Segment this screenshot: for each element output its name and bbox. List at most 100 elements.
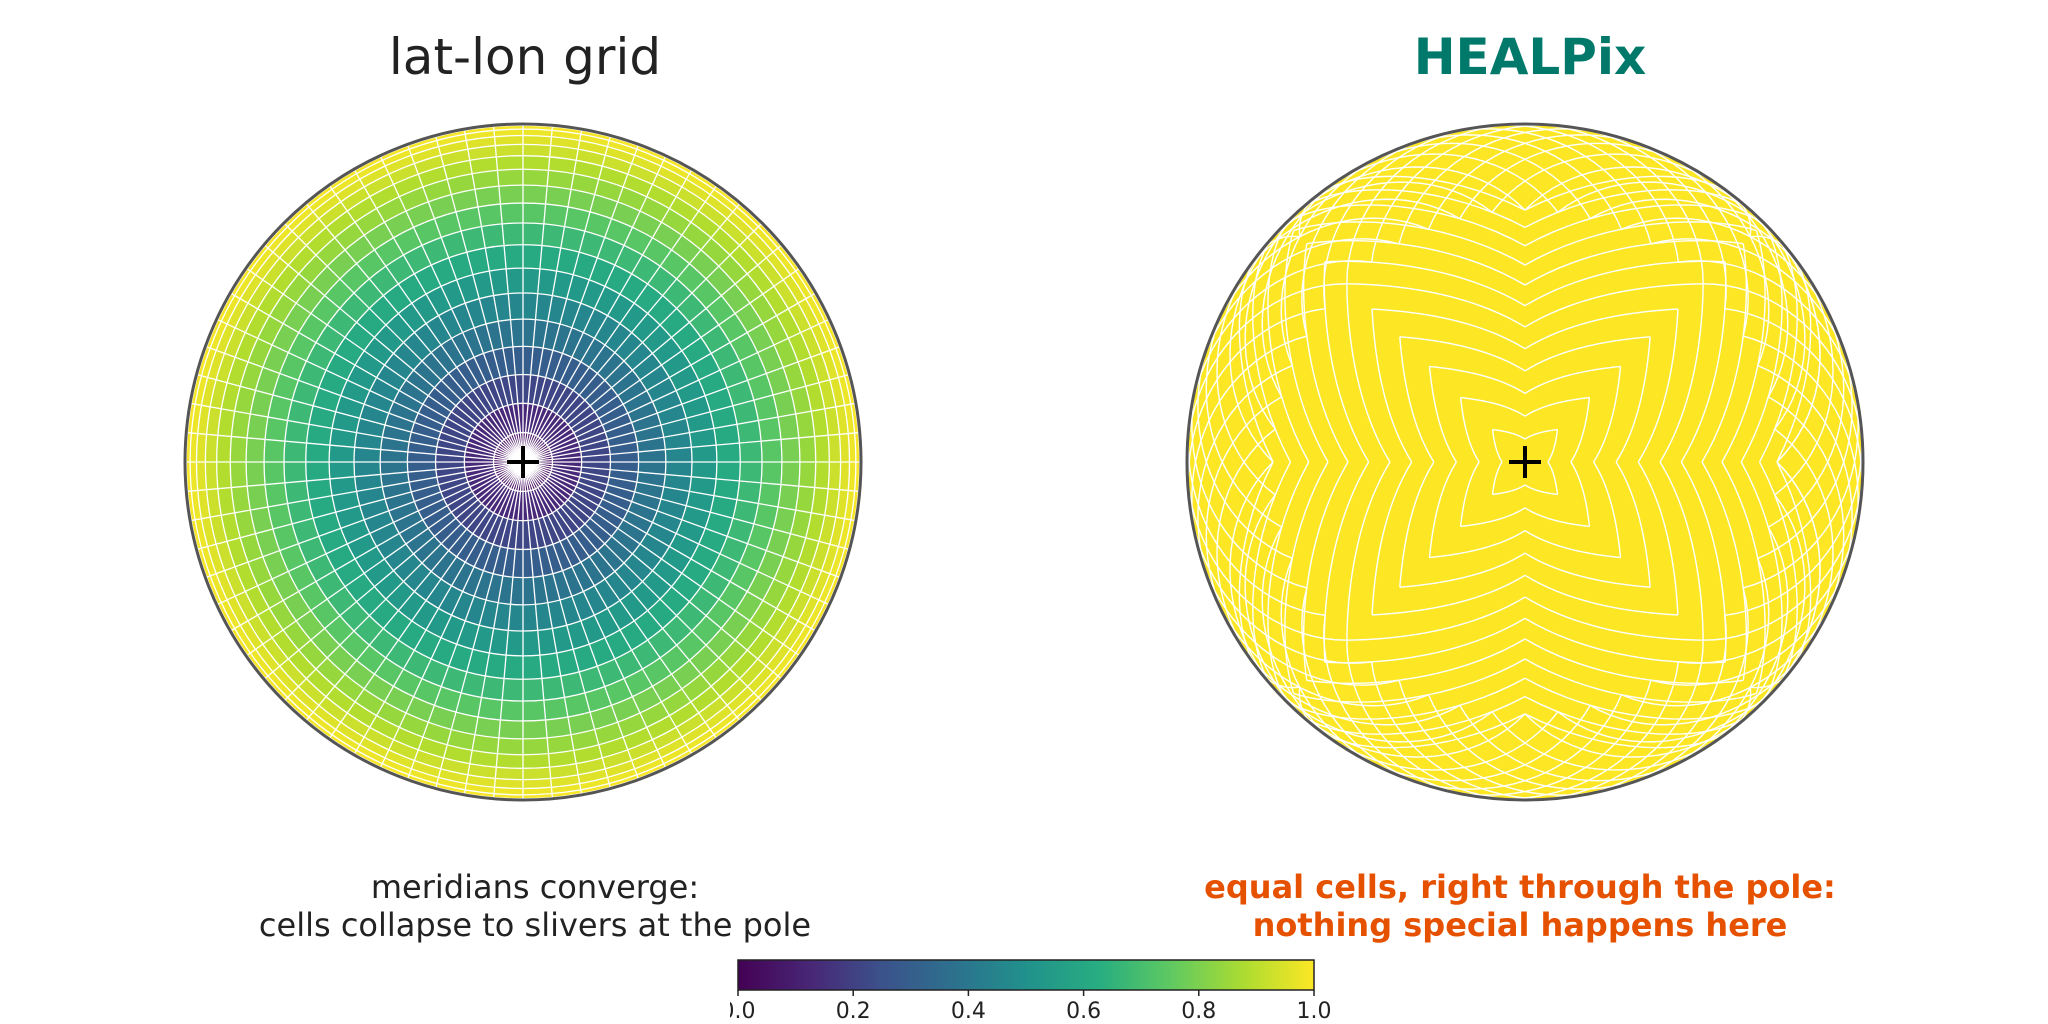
meridian-line bbox=[283, 461, 524, 702]
meridian-line bbox=[434, 135, 524, 463]
meridian-line bbox=[522, 129, 583, 463]
meridian-line bbox=[522, 318, 830, 463]
meridian-line bbox=[216, 318, 524, 463]
healpix-caption-line1: equal cells, right through the pole: bbox=[1204, 868, 1836, 906]
meridian-line bbox=[522, 461, 801, 657]
healpix-belt-edge bbox=[1261, 168, 1357, 398]
healpix-cell-edge bbox=[1371, 309, 1413, 463]
healpix-cell-edge bbox=[1524, 552, 1651, 588]
healpix-cell-edge bbox=[1593, 461, 1622, 558]
healpix-cell-edge bbox=[1524, 484, 1558, 496]
healpix-belt-edge bbox=[1569, 615, 1727, 798]
healpix-cell-edge bbox=[1492, 428, 1526, 440]
meridian-line bbox=[328, 184, 524, 463]
healpix-cell-edge bbox=[1721, 461, 1766, 694]
meridian-line bbox=[196, 373, 524, 463]
meridian-line bbox=[186, 461, 524, 493]
healpix-belt-edge bbox=[1318, 711, 1559, 771]
healpix-cell-edge bbox=[1740, 223, 1783, 463]
healpix-cell-edge bbox=[1429, 365, 1526, 394]
meridian-line bbox=[196, 461, 524, 551]
meridian-line bbox=[522, 461, 640, 780]
healpix-cell-edge bbox=[1547, 461, 1559, 495]
healpix-cell-edge bbox=[1298, 175, 1526, 237]
meridian-line bbox=[463, 461, 524, 795]
meridian-line bbox=[522, 125, 554, 463]
healpix-belt-edge bbox=[1763, 222, 1821, 463]
healpix-cell-edge bbox=[1524, 687, 1752, 749]
meridian-line bbox=[522, 461, 850, 551]
meridian-line bbox=[283, 222, 524, 463]
healpix-cell-edge bbox=[1286, 677, 1526, 720]
healpix-belt-edge bbox=[1654, 558, 1770, 775]
meridian-line bbox=[305, 461, 524, 722]
meridian-line bbox=[522, 461, 860, 493]
healpix-cell-edge bbox=[1284, 461, 1329, 694]
healpix-cell-edge bbox=[1293, 221, 1526, 266]
healpix-belt-edge bbox=[1774, 255, 1834, 496]
meridian-line bbox=[263, 461, 524, 680]
healpix-cell-edge bbox=[1284, 230, 1329, 463]
healpix-cell-edge bbox=[1372, 574, 1526, 616]
meridian-line bbox=[522, 135, 612, 463]
healpix-belt-edge bbox=[1398, 128, 1613, 245]
healpix-belt-edge bbox=[1189, 506, 1372, 664]
healpix-cell-edge bbox=[1750, 235, 1812, 463]
healpix-cell-edge bbox=[1524, 283, 1704, 328]
meridian-line bbox=[522, 292, 817, 463]
healpix-cell-edge bbox=[1459, 397, 1480, 463]
healpix-belt-edge bbox=[1187, 461, 1347, 641]
colorbar-tick-label: 1.0 bbox=[1297, 999, 1332, 1024]
healpix-cell-edge bbox=[1524, 658, 1757, 703]
lat-lon-title: lat-lon grid bbox=[388, 28, 662, 86]
healpix-cell-edge bbox=[1371, 461, 1413, 615]
healpix-cell-edge bbox=[1570, 461, 1591, 527]
meridian-line bbox=[522, 222, 763, 463]
meridian-line bbox=[522, 402, 856, 463]
healpix-cell-edge bbox=[1267, 461, 1310, 701]
meridian-line bbox=[190, 461, 524, 522]
healpix-cell-edge bbox=[1659, 283, 1704, 463]
healpix-cell-edge bbox=[1524, 204, 1764, 247]
meridian-line bbox=[522, 461, 612, 789]
healpix-cell-edge bbox=[1524, 308, 1678, 350]
healpix-cell-edge bbox=[1346, 461, 1391, 641]
healpix-belt-edge bbox=[1480, 661, 1680, 800]
healpix-cell-edge bbox=[1524, 396, 1590, 417]
meridian-line bbox=[492, 125, 524, 463]
healpix-belt-edge bbox=[1280, 149, 1396, 366]
healpix-cell-edge bbox=[1399, 336, 1435, 463]
plus-icon bbox=[1509, 446, 1541, 478]
healpix-cell-edge bbox=[1293, 658, 1526, 703]
healpix-belt-edge bbox=[1524, 166, 1765, 224]
healpix-cell-edge bbox=[1524, 507, 1590, 528]
healpix-outline bbox=[1185, 122, 1865, 802]
meridian-line bbox=[522, 461, 741, 722]
healpix-belt-edge bbox=[1491, 153, 1732, 213]
meridian-line bbox=[463, 129, 524, 463]
healpix-belt-edge bbox=[1285, 700, 1526, 758]
colorbar-tick-label: 0.6 bbox=[1066, 999, 1101, 1024]
healpix-cell-edge bbox=[1637, 461, 1679, 615]
healpix-belt-edge bbox=[1427, 134, 1655, 230]
healpix-belt-edge bbox=[1256, 667, 1493, 743]
meridian-line bbox=[205, 461, 524, 579]
lat-lon-outline bbox=[183, 122, 863, 802]
healpix-belt-edge bbox=[1763, 461, 1821, 702]
healpix-belt-edge bbox=[1346, 124, 1526, 284]
healpix-cell-edge bbox=[1267, 223, 1310, 463]
meridian-line bbox=[522, 168, 693, 463]
healpix-cell-edge bbox=[1524, 336, 1651, 372]
healpix-cell-edge bbox=[1491, 429, 1503, 463]
healpix-belt-edge bbox=[1730, 494, 1806, 731]
healpix-cell-edge bbox=[1615, 336, 1651, 463]
colorbar-gradient bbox=[737, 959, 1315, 991]
healpix-cell-edge bbox=[1492, 484, 1526, 496]
healpix-belt-edge bbox=[1370, 124, 1570, 263]
healpix-belt-edge bbox=[1244, 193, 1320, 430]
meridian-line bbox=[522, 431, 860, 463]
healpix-belt-edge bbox=[1323, 126, 1481, 309]
healpix-cell-edge bbox=[1491, 461, 1503, 495]
healpix-belt-edge bbox=[1229, 222, 1287, 463]
